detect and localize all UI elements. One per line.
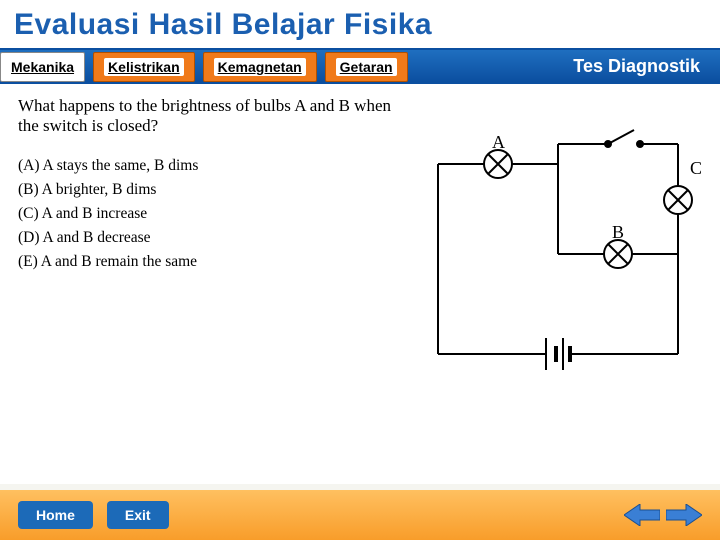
tab-mekanika[interactable]: Mekanika [0,52,85,82]
tab-label: Mekanika [11,59,74,75]
answer-option[interactable]: (E) A and B remain the same [18,250,394,274]
prev-arrow-icon[interactable] [624,504,660,526]
answer-option[interactable]: (B) A brighter, B dims [18,178,394,202]
button-label: Home [36,507,75,523]
answer-option[interactable]: (D) A and B decrease [18,226,394,250]
circuit-svg: A B C [408,124,708,394]
circuit-diagram: A B C [402,96,702,476]
answer-option[interactable]: (C) A and B increase [18,202,394,226]
content-area: What happens to the brightness of bulbs … [0,84,720,484]
question-text: What happens to the brightness of bulbs … [18,96,394,136]
next-arrow-icon[interactable] [666,504,702,526]
tab-diagnostik[interactable]: Tes Diagnostik [573,50,720,82]
label-a: A [492,132,505,152]
label-b: B [612,222,624,242]
tab-label: Tes Diagnostik [573,56,700,77]
tab-getaran[interactable]: Getaran [325,52,408,82]
page-title: Evaluasi Hasil Belajar Fisika [14,8,706,42]
home-button[interactable]: Home [18,501,93,529]
tab-label: Kemagnetan [214,58,306,76]
label-c: C [690,158,702,178]
tab-kemagnetan[interactable]: Kemagnetan [203,52,317,82]
tab-label: Kelistrikan [104,58,184,76]
answer-option[interactable]: (A) A stays the same, B dims [18,154,394,178]
footer: Home Exit [0,490,720,540]
navbar: Mekanika Kelistrikan Kemagnetan Getaran … [0,48,720,84]
button-label: Exit [125,507,151,523]
answer-list: (A) A stays the same, B dims (B) A brigh… [18,154,394,274]
exit-button[interactable]: Exit [107,501,169,529]
header: Evaluasi Hasil Belajar Fisika [0,0,720,48]
question-area: What happens to the brightness of bulbs … [18,96,402,476]
tab-kelistrikan[interactable]: Kelistrikan [93,52,195,82]
tab-label: Getaran [336,58,397,76]
nav-arrows [624,504,702,526]
